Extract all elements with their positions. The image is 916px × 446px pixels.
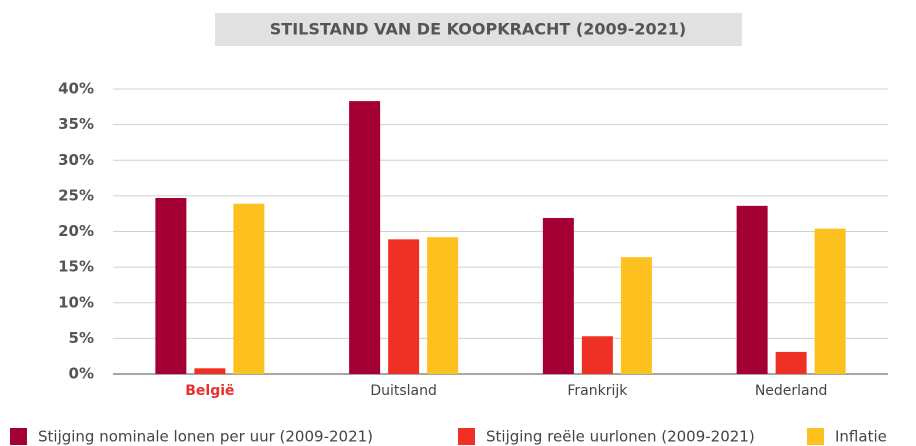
legend-swatch (807, 428, 824, 445)
title-box (215, 13, 742, 46)
x-tick-label: Duitsland (370, 383, 437, 399)
y-tick-label: 35% (58, 115, 94, 133)
x-tick-label: Frankrijk (567, 383, 628, 399)
bar (349, 101, 381, 375)
bar (814, 228, 846, 374)
bar (581, 336, 613, 374)
y-tick-label: 0% (69, 365, 94, 383)
y-tick-label: 40% (58, 80, 94, 98)
bar (736, 205, 768, 374)
y-tick-label: 30% (58, 151, 94, 169)
bar (194, 368, 226, 374)
bar (155, 198, 187, 374)
y-tick-label: 20% (58, 222, 94, 240)
bar (233, 203, 265, 374)
x-tick-label: België (185, 383, 234, 399)
bar (542, 217, 574, 374)
x-tick-label: Nederland (755, 383, 828, 399)
chart-title: STILSTAND VAN DE KOOPKRACHT (2009-2021) (270, 20, 686, 39)
legend-swatch (10, 428, 27, 445)
bar (388, 239, 420, 374)
y-tick-label: 5% (69, 329, 94, 347)
legend-label: Inflatie (835, 428, 887, 446)
legend-label: Stijging reële uurlonen (2009-2021) (486, 428, 755, 446)
bar (775, 351, 807, 374)
bar (620, 257, 652, 374)
y-tick-label: 25% (58, 186, 94, 204)
legend-label: Stijging nominale lonen per uur (2009-20… (38, 428, 373, 446)
y-tick-label: 10% (58, 293, 94, 311)
y-tick-label: 15% (58, 258, 94, 276)
legend-swatch (458, 428, 475, 445)
bar (427, 237, 459, 374)
